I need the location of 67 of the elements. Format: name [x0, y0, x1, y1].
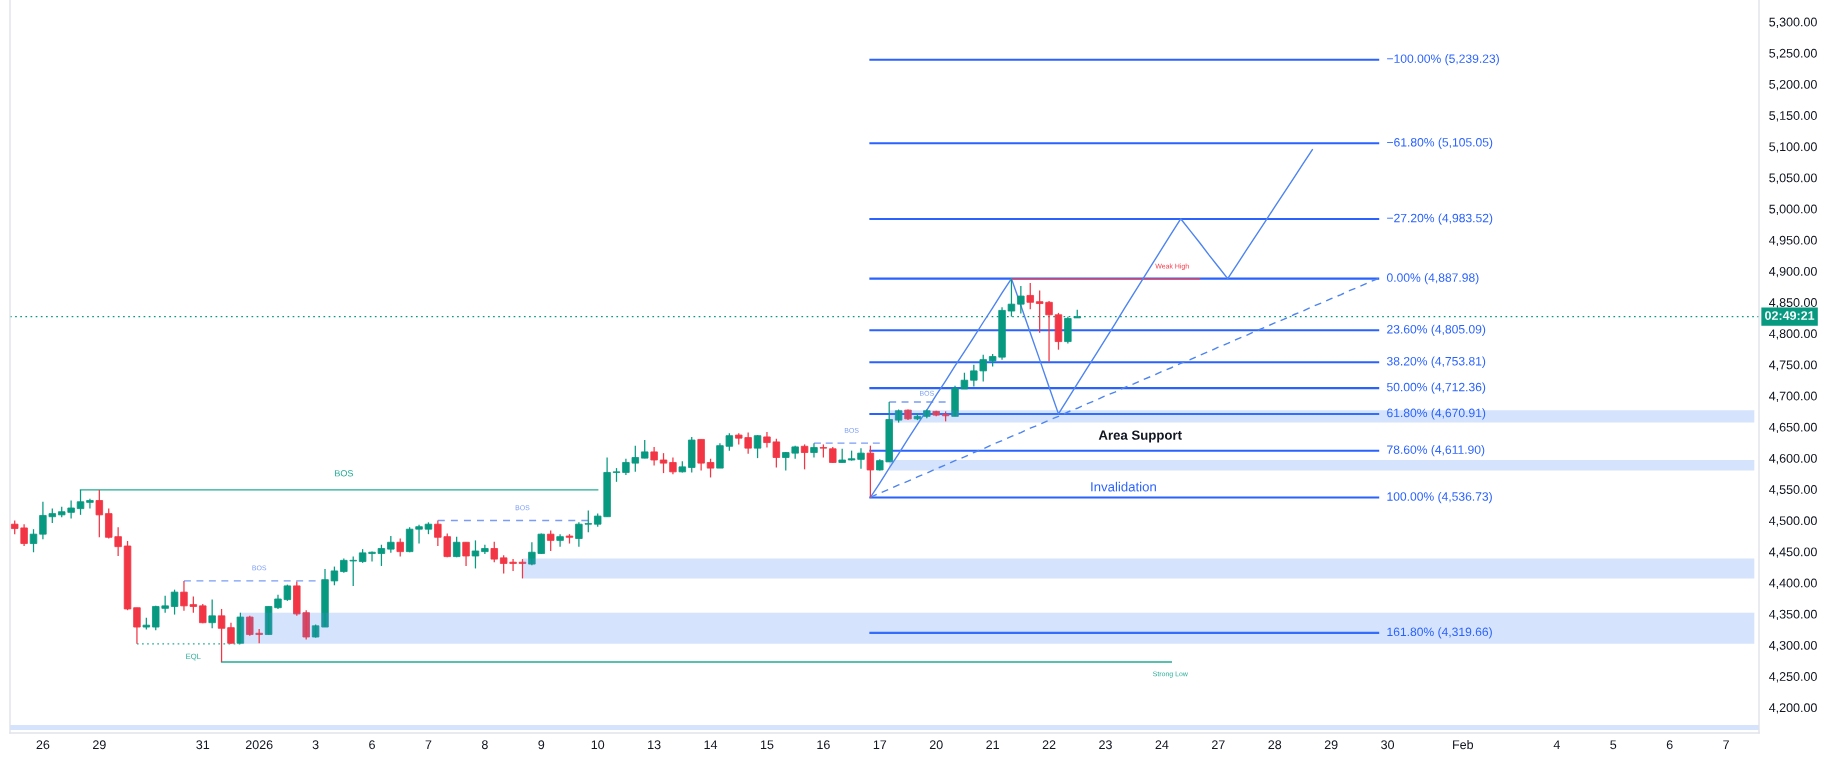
- x-tick-label: 6: [369, 740, 375, 750]
- x-tick-label: 15: [760, 740, 774, 750]
- x-tick-label: 27: [1211, 740, 1225, 749]
- series-label: 0.00% (4,887.98): [1386, 273, 1479, 285]
- x-tick-label: 26: [36, 740, 50, 750]
- series-label: 61.80% (4,670.91): [1387, 408, 1486, 420]
- series-label: 78.60% (4,611.90): [1387, 445, 1485, 457]
- x-tick-label: 9: [538, 740, 545, 750]
- x-tick-label: 7: [1723, 740, 1729, 749]
- x-tick-label: 2026: [245, 740, 273, 750]
- y-tick-label: 4,750.00: [1769, 360, 1817, 371]
- x-tick-label: 28: [1268, 740, 1282, 750]
- y-tick-label: 4,350.00: [1769, 609, 1817, 621]
- y-tick-label: 4,950.00: [1769, 235, 1817, 247]
- x-tick-label: 29: [93, 740, 106, 750]
- x-tick-label: 6: [1666, 740, 1673, 750]
- y-tick-label: 5,100.00: [1769, 142, 1817, 153]
- y-tick-label: 5,150.00: [1769, 111, 1817, 122]
- x-tick-label: 10: [591, 740, 605, 750]
- y-tick-label: 4,800.00: [1769, 329, 1817, 340]
- x-tick-label: 4: [1553, 740, 1560, 749]
- x-tick-label: 5: [1610, 740, 1617, 750]
- x-tick-label: 8: [481, 740, 488, 750]
- y-tick-label: 4,250.00: [1769, 672, 1817, 683]
- y-tick-label: 5,250.00: [1769, 48, 1817, 60]
- annotation: BOS: [335, 470, 353, 477]
- series-label: 161.80% (4,319.66): [1387, 627, 1492, 639]
- y-tick-label: 5,300.00: [1769, 17, 1817, 28]
- x-tick-label: 22: [1042, 740, 1056, 749]
- series-label: 50.00% (4,712.36): [1386, 382, 1486, 394]
- text: 02:49:21: [1765, 311, 1815, 320]
- y-tick-label: 4,850.00: [1769, 298, 1817, 309]
- y-tick-label: 5,200.00: [1769, 79, 1817, 91]
- x-tick-label: 13: [648, 740, 661, 750]
- y-tick-label: 4,600.00: [1769, 453, 1817, 465]
- x-tick-label: Feb: [1453, 739, 1474, 750]
- x-tick-label: 3: [312, 740, 319, 750]
- x-tick-label: 17: [873, 740, 887, 749]
- x-tick-label: 7: [425, 740, 432, 749]
- y-tick-label: 5,000.00: [1769, 204, 1817, 215]
- x-tick-label: 30: [1381, 740, 1395, 750]
- x-tick-label: 31: [196, 740, 210, 750]
- x-tick-label: 21: [986, 740, 999, 749]
- annotation: Area Support: [1098, 430, 1182, 443]
- y-tick-label: 4,500.00: [1769, 516, 1817, 527]
- series-label: −100.00% (5,239.23): [1387, 54, 1499, 66]
- x-tick-label: 14: [704, 740, 718, 749]
- y-tick-label: 4,200.00: [1769, 703, 1817, 714]
- series-label: −61.80% (5,105.05): [1387, 137, 1493, 149]
- y-tick-label: 4,900.00: [1769, 266, 1817, 278]
- y-tick-label: 5,050.00: [1769, 173, 1817, 184]
- series-label: −27.20% (4,983.52): [1387, 213, 1493, 225]
- annotation: Invalidation: [1091, 481, 1156, 492]
- y-tick-label: 4,400.00: [1769, 578, 1817, 589]
- y-tick-label: 4,550.00: [1769, 485, 1817, 496]
- series-label: 23.60% (4,805.09): [1387, 324, 1486, 336]
- y-tick-label: 4,700.00: [1769, 391, 1817, 402]
- y-tick-label: 4,650.00: [1769, 422, 1817, 434]
- series-label: 100.00% (4,536.73): [1387, 491, 1492, 504]
- x-tick-label: 20: [929, 740, 943, 750]
- y-tick-label: 4,300.00: [1769, 640, 1817, 652]
- x-tick-label: 24: [1155, 740, 1169, 749]
- series-label: 38.20% (4,753.81): [1386, 356, 1486, 368]
- x-tick-label: 23: [1099, 740, 1112, 750]
- x-tick-label: 16: [817, 740, 830, 750]
- y-tick-label: 4,450.00: [1769, 547, 1817, 558]
- x-tick-label: 29: [1324, 740, 1338, 750]
